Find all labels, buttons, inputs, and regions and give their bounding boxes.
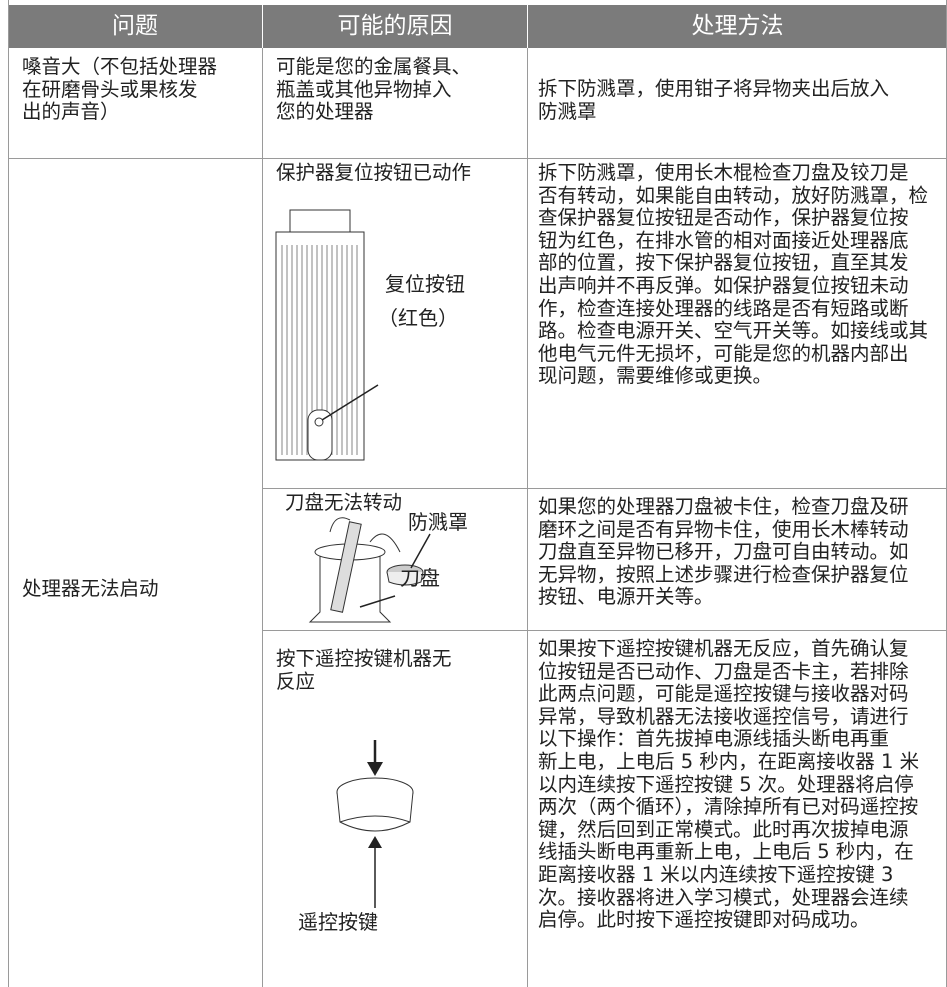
figure-label: 复位按钮 [385,272,465,296]
text-line: 以内连续按下遥控按键 5 次。处理器将启停 [538,772,914,796]
text-line: 无异物，按照上述步骤进行检查保护器复位 [538,562,909,586]
text-line: 瓶盖或其他异物掉入 [276,77,452,101]
figure-label: （红色） [378,306,458,330]
figure-label: 防溅罩 [408,510,468,534]
text-line: 键，然后回到正常模式。此时再次拔掉电源 [538,817,909,841]
text-line: 钮为红色，在排水管的相对面接近处理器底 [538,228,909,252]
remote-button-figure [336,740,414,908]
text-line: 在研磨骨头或果核发 [22,77,198,101]
figure-label: 刀盘 [400,566,440,590]
problem: 嗓音大（不包括处理器 在研磨骨头或果核发 出的声音） [22,55,218,124]
solution: 拆下防溅罩，使用钳子将异物夹出后放入 防溅罩 [538,77,890,123]
text-line: 作，检查连接处理器的线路是否有短路或断 [538,296,909,320]
text-line: 路。检查电源开关、空气开关等。如接线或其 [538,319,929,343]
cause: 可能是您的金属餐具、 瓶盖或其他异物掉入 您的处理器 [276,55,472,124]
border [262,488,947,489]
text-line: 他电气元件无损坏，可能是您的机器内部出 [538,341,909,365]
text-line: 启停。此时按下遥控按键即对码成功。 [538,908,870,932]
reset-button-figure [275,209,379,461]
text-line: 刀盘直至异物已移开，刀盘可自由转动。如 [538,540,909,564]
text-line: 否有转动，如果能自由转动，放好防溅罩，检 [538,183,929,207]
text-line: 线插头断电再重新上电，上电后 5 秒内，在 [538,840,914,864]
text-line: 反应 [276,669,316,693]
text-line: 嗓音大（不包括处理器 [22,55,218,78]
text-line: 可能是您的金属餐具、 [276,55,472,78]
cause: 保护器复位按钮已动作 [276,161,472,185]
text-line: 出的声音） [22,100,120,124]
text-line: 新上电，上电后 5 秒内，在距离接收器 1 米 [538,749,920,773]
figure-label: 遥控按键 [298,910,378,934]
solution: 拆下防溅罩，使用长木棍检查刀盘及铰刀是 否有转动，如果能自由转动，放好防溅罩，检查… [538,161,929,388]
border [262,630,947,631]
text-line: 查保护器复位按钮是否动作，保护器复位按 [538,206,909,230]
text-line: 您的处理器 [276,100,374,124]
text-line: 磨环之间是否有异物卡住，使用长木棒转动 [538,517,909,541]
text-line: 拆下防溅罩，使用钳子将异物夹出后放入 [538,77,890,100]
text-line: 两次（两个循环），清除掉所有已对码遥控按 [538,795,919,819]
text-line: 次。接收器将进入学习模式，处理器会连续 [538,885,909,909]
solution: 如果您的处理器刀盘被卡住，检查刀盘及研 磨环之间是否有异物卡住，使用长木棒转动 刀盘… [538,495,909,609]
text-line: 现问题，需要维修或更换。 [538,364,773,388]
header-cell: 问题 [8,5,262,48]
header-cell: 处理方法 [528,5,947,48]
text-line: 异常，导致机器无法接收遥控信号，请进行 [538,704,909,728]
text-line: 如果您的处理器刀盘被卡住，检查刀盘及研 [538,495,909,518]
text-line: 距离接收器 1 米以内连续按下遥控按键 3 [538,862,894,886]
text-line: 出声响并不再反弹。如保护器复位按钮未动 [538,273,909,297]
text-line: 以下操作：首先拔掉电源线插头断电再重 [538,727,890,751]
problem: 处理器无法启动 [22,577,159,601]
cause: 按下遥控按键机器无 反应 [276,647,452,693]
border [262,48,263,987]
text-line: 部的位置，按下保护器复位按钮，直至其发 [538,251,909,275]
solution: 如果按下遥控按键机器无反应，首先确认复 位按钮是否已动作、刀盘是否卡主，若排除 此两… [538,637,920,932]
border [527,48,528,987]
border [8,158,947,159]
blade-figure [308,517,431,623]
text-line: 此两点问题，可能是遥控按键与接收器对码 [538,682,909,706]
text-line: 按下遥控按键机器无 [276,647,452,670]
text-line: 如果按下遥控按键机器无反应，首先确认复 [538,637,909,660]
cause: 刀盘无法转动 [285,491,403,515]
text-line: 位按钮是否已动作、刀盘是否卡主，若排除 [538,659,909,683]
header-cell: 可能的原因 [263,5,527,48]
text-line: 拆下防溅罩，使用长木棍检查刀盘及铰刀是 [538,161,909,184]
border [8,0,9,987]
text-line: 刀盘无法转动 [285,491,403,514]
text-line: 按钮、电源开关等。 [538,585,714,609]
text-line: 防溅罩 [538,99,597,123]
text-line: 保护器复位按钮已动作 [276,161,472,184]
text-line: 处理器无法启动 [22,577,159,600]
